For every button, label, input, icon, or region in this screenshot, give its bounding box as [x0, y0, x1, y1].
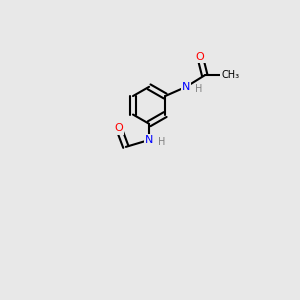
Text: N: N: [145, 135, 153, 145]
Text: CH₃: CH₃: [221, 70, 239, 80]
Text: H: H: [195, 84, 203, 94]
Text: O: O: [115, 123, 123, 134]
Text: N: N: [182, 82, 190, 92]
Text: H: H: [158, 137, 166, 147]
Text: O: O: [196, 52, 205, 62]
